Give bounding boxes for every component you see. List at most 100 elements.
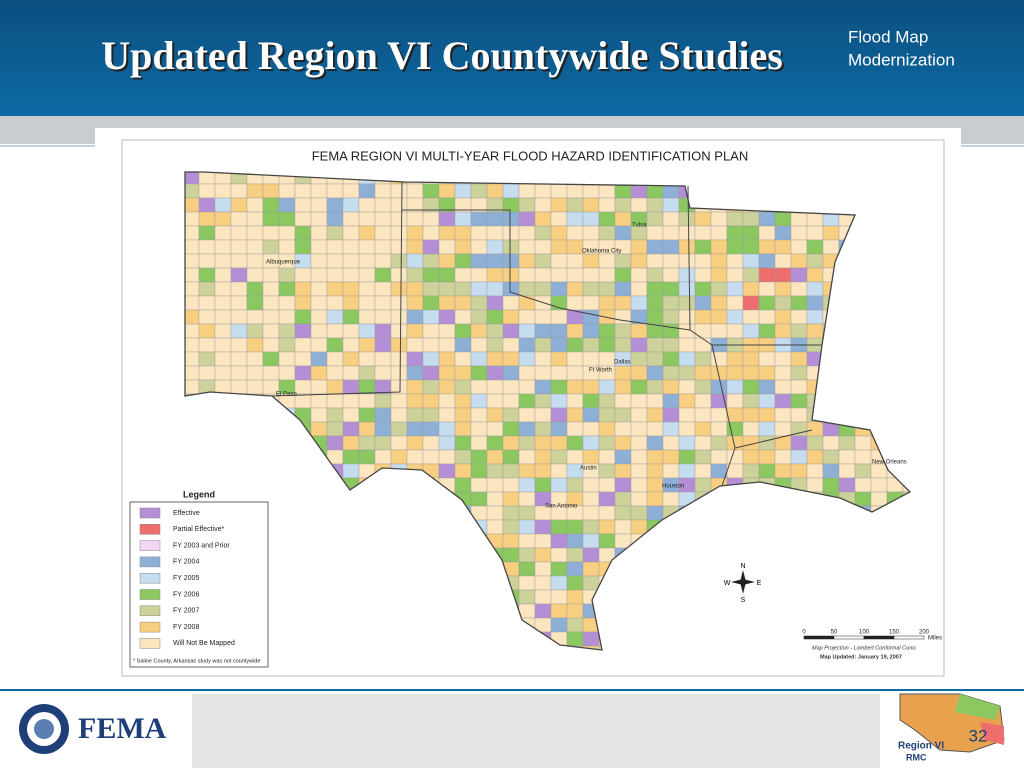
- county: [486, 491, 504, 507]
- county: [630, 449, 648, 465]
- county: [486, 463, 504, 479]
- county: [742, 393, 760, 409]
- county: [486, 421, 504, 437]
- county: [358, 337, 376, 353]
- county: [358, 323, 376, 339]
- county: [230, 309, 248, 325]
- county: [470, 491, 488, 507]
- county: [438, 463, 456, 479]
- county: [598, 295, 616, 311]
- county: [758, 253, 776, 269]
- county: [582, 575, 600, 591]
- county: [550, 589, 568, 605]
- county: [310, 379, 328, 395]
- county: [550, 323, 568, 339]
- county: [438, 253, 456, 269]
- county: [822, 449, 840, 465]
- county: [214, 267, 232, 283]
- county: [662, 435, 680, 451]
- county: [614, 295, 632, 311]
- county: [758, 407, 776, 423]
- county: [198, 183, 216, 199]
- scale-segment: [803, 635, 835, 640]
- county: [358, 421, 376, 437]
- county: [470, 267, 488, 283]
- county: [214, 183, 232, 199]
- county: [262, 323, 280, 339]
- county: [342, 239, 360, 255]
- county: [518, 323, 536, 339]
- county: [486, 309, 504, 325]
- county: [662, 351, 680, 367]
- county: [502, 505, 520, 521]
- county: [806, 225, 824, 241]
- county: [214, 309, 232, 325]
- county: [422, 211, 440, 227]
- county: [774, 351, 792, 367]
- county: [582, 407, 600, 423]
- county: [582, 211, 600, 227]
- county: [694, 309, 712, 325]
- county: [630, 351, 648, 367]
- county: [838, 449, 856, 465]
- county: [390, 281, 408, 297]
- legend-swatch: [139, 524, 161, 535]
- county: [742, 463, 760, 479]
- county: [422, 267, 440, 283]
- county: [342, 211, 360, 227]
- footer-panel: [192, 694, 880, 768]
- county: [662, 421, 680, 437]
- county: [438, 407, 456, 423]
- county: [502, 337, 520, 353]
- county: [502, 533, 520, 549]
- county: [246, 309, 264, 325]
- county: [502, 477, 520, 493]
- county: [566, 211, 584, 227]
- city-label: Ft Worth: [589, 368, 612, 374]
- county: [294, 393, 312, 409]
- county: [582, 253, 600, 269]
- legend-label: Effective: [173, 510, 200, 517]
- county: [342, 435, 360, 451]
- county: [630, 407, 648, 423]
- county: [694, 253, 712, 269]
- county: [422, 309, 440, 325]
- county: [646, 211, 664, 227]
- county: [822, 463, 840, 479]
- county: [294, 183, 312, 199]
- county: [550, 351, 568, 367]
- county: [678, 407, 696, 423]
- county: [582, 491, 600, 507]
- county: [534, 463, 552, 479]
- county: [726, 253, 744, 269]
- county: [614, 211, 632, 227]
- county: [646, 477, 664, 493]
- county: [582, 197, 600, 213]
- scale-label: 0: [802, 630, 806, 636]
- county: [406, 267, 424, 283]
- county: [534, 281, 552, 297]
- county: [278, 211, 296, 227]
- county: [342, 365, 360, 381]
- county: [406, 225, 424, 241]
- county: [438, 225, 456, 241]
- county: [662, 449, 680, 465]
- compass-e: E: [757, 580, 762, 587]
- county: [502, 393, 520, 409]
- county: [502, 351, 520, 367]
- county: [326, 295, 344, 311]
- county: [278, 351, 296, 367]
- city-label: Tulsa: [632, 223, 647, 229]
- county: [470, 253, 488, 269]
- county: [550, 561, 568, 577]
- city-label: Austin: [580, 466, 597, 472]
- county: [614, 309, 632, 325]
- legend-swatch: [139, 572, 161, 584]
- county: [790, 239, 808, 255]
- county: [566, 435, 584, 451]
- county: [342, 267, 360, 283]
- county: [550, 421, 568, 437]
- county: [422, 435, 440, 451]
- legend-label: FY 2005: [173, 575, 199, 582]
- county: [438, 281, 456, 297]
